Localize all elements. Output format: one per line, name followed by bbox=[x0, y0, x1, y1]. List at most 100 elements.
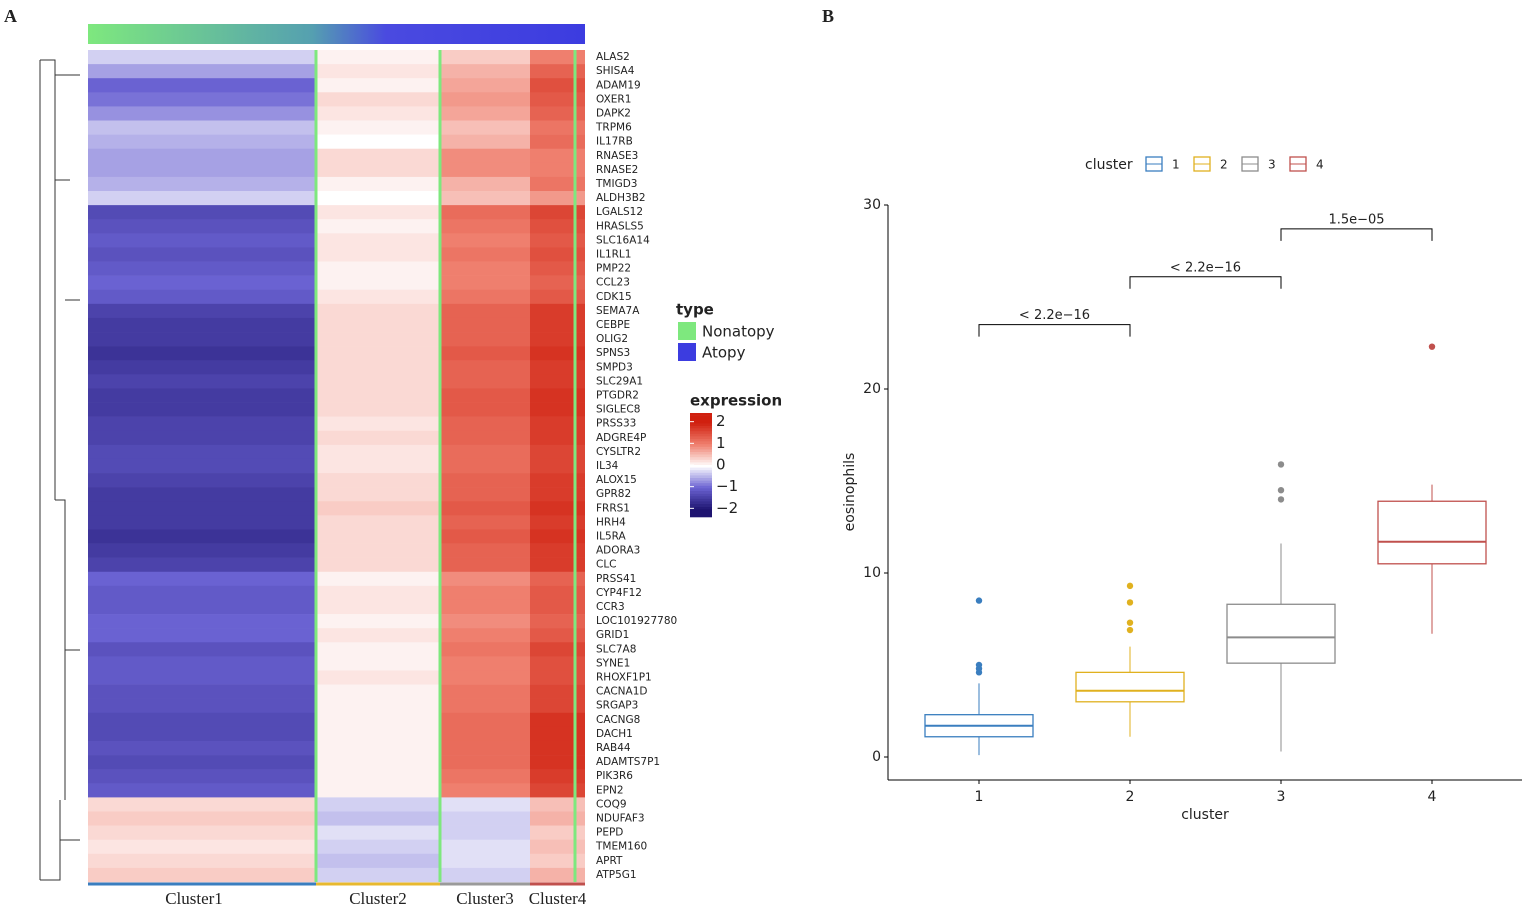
row-label: DAPK2 bbox=[596, 107, 631, 119]
heat-cell bbox=[316, 134, 440, 150]
heat-cell bbox=[316, 501, 440, 516]
panel-label: B bbox=[822, 6, 834, 26]
row-label: EPN2 bbox=[596, 784, 624, 796]
heat-cell bbox=[316, 430, 440, 446]
colorbar-tick-label: −2 bbox=[716, 499, 738, 517]
heat-cell bbox=[88, 698, 316, 714]
heat-cell bbox=[88, 162, 316, 178]
row-label: DACH1 bbox=[596, 728, 633, 740]
colorbar-step bbox=[690, 485, 712, 489]
heat-cell bbox=[530, 275, 585, 291]
heat-cell bbox=[316, 571, 440, 587]
heat-cell bbox=[440, 557, 530, 573]
heat-cell bbox=[440, 458, 530, 474]
heat-cell bbox=[316, 740, 440, 756]
heat-cell bbox=[440, 106, 530, 121]
colorbar-step bbox=[690, 426, 712, 429]
heat-cell bbox=[88, 92, 316, 107]
row-label: PRSS33 bbox=[596, 418, 636, 430]
y-axis-label: eosinophils bbox=[842, 453, 858, 532]
heat-cell bbox=[316, 416, 440, 432]
heat-cell bbox=[440, 473, 530, 488]
heat-cell bbox=[316, 614, 440, 629]
heat-cell bbox=[530, 50, 585, 65]
heat-cell bbox=[88, 755, 316, 770]
heat-cell bbox=[530, 64, 585, 79]
heat-cell bbox=[530, 740, 585, 756]
heat-cell bbox=[88, 289, 316, 305]
heat-cell bbox=[316, 289, 440, 305]
heat-cell bbox=[88, 148, 316, 164]
colorbar-step bbox=[690, 433, 712, 437]
heat-cell bbox=[88, 515, 316, 530]
heat-cell bbox=[316, 402, 440, 417]
heat-cell bbox=[316, 698, 440, 714]
heat-cell bbox=[530, 430, 585, 446]
cluster-label: Cluster1 bbox=[165, 889, 223, 908]
row-label: IL1RL1 bbox=[596, 248, 631, 260]
heat-cell bbox=[530, 162, 585, 178]
outlier bbox=[975, 661, 983, 669]
heat-cell bbox=[316, 867, 440, 883]
heat-cell bbox=[530, 811, 585, 826]
heat-cell bbox=[440, 402, 530, 417]
colorbar-step bbox=[690, 441, 712, 445]
heat-cell bbox=[530, 726, 585, 742]
heat-cell bbox=[440, 205, 530, 220]
heat-cell bbox=[316, 233, 440, 248]
heat-cell bbox=[88, 557, 316, 573]
x-axis-label: cluster bbox=[1181, 807, 1229, 823]
heat-cell bbox=[440, 839, 530, 855]
legend-label: Atopy bbox=[702, 344, 746, 362]
row-label: SLC7A8 bbox=[596, 643, 636, 655]
colorbar-step bbox=[690, 509, 712, 513]
heat-cell bbox=[530, 388, 585, 403]
heat-cell bbox=[530, 642, 585, 657]
heat-cell bbox=[88, 120, 316, 135]
heat-cell bbox=[88, 543, 316, 558]
heat-cell bbox=[88, 740, 316, 756]
heat-cell bbox=[440, 740, 530, 756]
heat-cell bbox=[88, 374, 316, 389]
heat-cell bbox=[530, 332, 585, 347]
legend-key bbox=[678, 343, 696, 361]
heat-cell bbox=[316, 585, 440, 601]
heat-cell bbox=[440, 642, 530, 657]
heat-cell bbox=[88, 233, 316, 248]
heat-cell bbox=[530, 684, 585, 699]
heat-cell bbox=[440, 614, 530, 629]
heat-cell bbox=[316, 825, 440, 840]
heat-cell bbox=[88, 50, 316, 65]
legend-title: cluster bbox=[1085, 157, 1133, 173]
heat-cell bbox=[440, 374, 530, 389]
heat-cell bbox=[88, 726, 316, 742]
heat-cell bbox=[530, 120, 585, 135]
colorbar-step bbox=[690, 478, 712, 481]
heat-cell bbox=[530, 473, 585, 488]
heat-cell bbox=[316, 515, 440, 530]
heat-cell bbox=[530, 867, 585, 883]
heat-cell bbox=[440, 78, 530, 93]
heat-cell bbox=[316, 458, 440, 474]
colorbar-step bbox=[690, 428, 712, 432]
row-label: TMEM160 bbox=[595, 841, 647, 853]
heat-cell bbox=[530, 247, 585, 262]
colorbar-step bbox=[690, 488, 712, 492]
row-label: PTGDR2 bbox=[596, 389, 639, 401]
heat-cell bbox=[88, 487, 316, 502]
heat-cell bbox=[316, 529, 440, 544]
heat-cell bbox=[316, 78, 440, 93]
colorbar-step bbox=[690, 431, 712, 435]
heat-cell bbox=[316, 755, 440, 770]
heat-cell bbox=[440, 712, 530, 728]
comparison-label: 1.5e−05 bbox=[1328, 212, 1384, 227]
heat-cell bbox=[440, 811, 530, 826]
heat-cell bbox=[440, 726, 530, 742]
colorbar-step bbox=[690, 506, 712, 510]
outlier bbox=[1277, 487, 1285, 494]
colorbar-step bbox=[690, 462, 712, 466]
heat-cell bbox=[316, 120, 440, 135]
heat-cell bbox=[440, 92, 530, 107]
heat-cell bbox=[88, 839, 316, 855]
heat-cell bbox=[88, 78, 316, 93]
